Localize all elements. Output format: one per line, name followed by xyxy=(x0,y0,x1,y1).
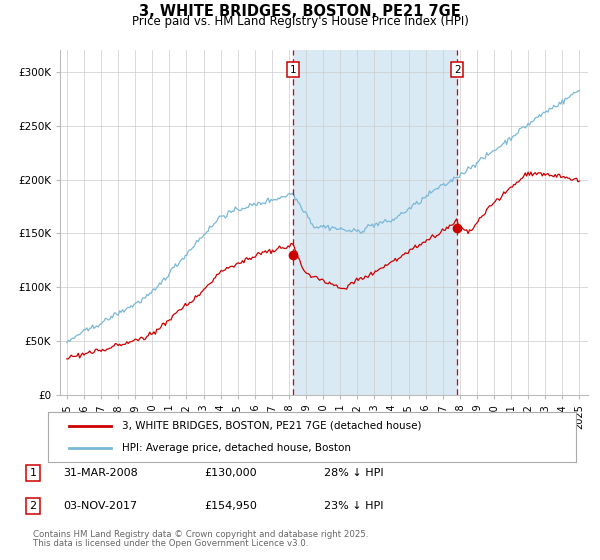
Text: 2: 2 xyxy=(29,501,37,511)
Text: 03-NOV-2017: 03-NOV-2017 xyxy=(63,501,137,511)
Text: 1: 1 xyxy=(290,65,296,75)
Text: £130,000: £130,000 xyxy=(204,468,257,478)
Text: 2: 2 xyxy=(454,65,460,75)
Text: This data is licensed under the Open Government Licence v3.0.: This data is licensed under the Open Gov… xyxy=(33,539,308,548)
Text: Price paid vs. HM Land Registry's House Price Index (HPI): Price paid vs. HM Land Registry's House … xyxy=(131,15,469,28)
Text: 1: 1 xyxy=(29,468,37,478)
Text: Contains HM Land Registry data © Crown copyright and database right 2025.: Contains HM Land Registry data © Crown c… xyxy=(33,530,368,539)
Text: 28% ↓ HPI: 28% ↓ HPI xyxy=(324,468,383,478)
Bar xyxy=(293,50,457,395)
Text: 23% ↓ HPI: 23% ↓ HPI xyxy=(324,501,383,511)
Text: £154,950: £154,950 xyxy=(204,501,257,511)
Text: 31-MAR-2008: 31-MAR-2008 xyxy=(63,468,138,478)
Text: HPI: Average price, detached house, Boston: HPI: Average price, detached house, Bost… xyxy=(122,443,351,453)
Text: 3, WHITE BRIDGES, BOSTON, PE21 7GE: 3, WHITE BRIDGES, BOSTON, PE21 7GE xyxy=(139,4,461,19)
Text: 3, WHITE BRIDGES, BOSTON, PE21 7GE (detached house): 3, WHITE BRIDGES, BOSTON, PE21 7GE (deta… xyxy=(122,421,421,431)
